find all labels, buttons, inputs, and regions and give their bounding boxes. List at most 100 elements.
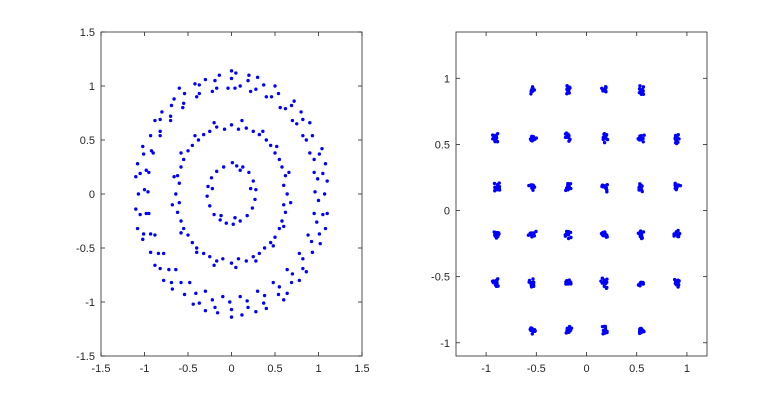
left-data-point <box>161 251 166 256</box>
left-data-point <box>285 192 289 196</box>
left-y-tick-label: 0 <box>89 189 95 201</box>
left-data-point <box>315 220 319 224</box>
left-data-point <box>285 267 289 272</box>
left-data-point <box>203 289 208 293</box>
left-data-point <box>169 103 174 108</box>
left-data-point <box>245 213 249 218</box>
left-data-point <box>177 86 181 90</box>
left-data-point <box>218 218 222 222</box>
right-x-tick-label: 0.5 <box>629 363 644 375</box>
left-data-point <box>325 179 329 183</box>
left-data-point <box>315 177 320 181</box>
left-data-point <box>141 237 145 242</box>
left-data-point <box>212 212 216 217</box>
left-data-point <box>160 110 164 114</box>
left-data-point <box>297 278 302 283</box>
right-data-point <box>569 235 573 240</box>
right-y-axis: -1 -0.5 0 0.5 1 <box>431 73 707 350</box>
left-data-point <box>282 183 286 188</box>
left-data-point <box>147 170 151 175</box>
right-data-point <box>492 135 496 140</box>
left-data-point <box>244 126 248 130</box>
right-data-point <box>494 278 498 283</box>
left-data-point <box>261 301 266 305</box>
left-data-point <box>290 118 295 123</box>
right-data-point <box>530 235 534 239</box>
right-y-tick-label: 0.5 <box>435 139 450 151</box>
left-data-point <box>203 308 208 313</box>
left-data-point <box>156 251 161 256</box>
right-data-point <box>566 183 571 187</box>
left-data-point <box>234 71 238 75</box>
right-data-point <box>494 236 499 240</box>
left-data-point <box>280 165 284 169</box>
left-data-point <box>147 211 151 216</box>
left-data-point <box>248 186 253 191</box>
left-data-point <box>254 187 258 192</box>
left-x-tick-label: 0 <box>228 363 234 375</box>
left-data-point <box>254 259 258 263</box>
left-data-point <box>195 246 199 250</box>
left-data-point <box>201 132 206 137</box>
left-data-point <box>177 200 181 205</box>
left-data-point <box>229 69 234 73</box>
right-data-point <box>566 185 570 190</box>
left-data-point <box>277 285 282 289</box>
right-data-point <box>602 140 607 145</box>
left-data-point <box>251 254 255 259</box>
right-data-point <box>526 233 531 237</box>
left-data-point <box>312 157 316 162</box>
left-data-point <box>322 192 327 196</box>
left-data-point <box>209 176 214 180</box>
left-data-point <box>262 293 267 298</box>
right-data-point <box>603 85 608 89</box>
left-data-point <box>153 233 157 237</box>
right-data-point <box>563 233 567 237</box>
left-data-point <box>168 118 173 123</box>
right-data-point <box>530 139 534 143</box>
left-data-point <box>273 84 277 88</box>
left-data-point <box>301 257 305 261</box>
left-data-point <box>290 272 295 276</box>
right-data-point <box>496 232 501 237</box>
left-y-tick-label: 1.5 <box>80 27 95 39</box>
left-data-point <box>254 310 258 314</box>
left-data-point <box>238 294 242 299</box>
left-data-point <box>240 118 244 123</box>
left-data-point <box>144 211 148 216</box>
right-y-tick-label: 1 <box>444 73 450 85</box>
left-data-point <box>312 170 316 175</box>
right-y-tick-label: 0 <box>444 206 450 218</box>
left-data-point <box>285 291 289 296</box>
left-data-point <box>172 97 176 101</box>
left-data-point <box>194 291 198 296</box>
left-data-point <box>283 210 288 215</box>
left-data-point <box>213 78 217 83</box>
left-data-point <box>158 117 162 122</box>
right-data-point <box>567 229 571 234</box>
left-data-point <box>229 261 234 265</box>
left-data-point <box>261 129 265 134</box>
right-data-point <box>675 281 679 286</box>
left-data-point <box>268 240 273 245</box>
right-data-point <box>603 324 608 329</box>
left-data-point <box>191 302 195 306</box>
right-x-tick-label: -0.5 <box>527 363 546 375</box>
right-data-point <box>603 137 607 141</box>
left-data-point <box>213 305 217 310</box>
left-data-point <box>229 307 234 312</box>
left-data-point <box>282 203 286 207</box>
left-data-point <box>320 146 324 151</box>
left-data-point <box>273 151 277 155</box>
left-data-point <box>287 170 291 175</box>
left-data-point <box>206 184 210 189</box>
left-data-point <box>141 152 146 156</box>
left-data-point <box>208 129 212 134</box>
left-data-point <box>236 257 241 261</box>
left-data-point <box>212 121 216 125</box>
left-data-point <box>138 212 142 217</box>
left-data-point <box>245 299 249 303</box>
left-data-point <box>251 179 255 183</box>
left-data-point <box>182 91 187 96</box>
